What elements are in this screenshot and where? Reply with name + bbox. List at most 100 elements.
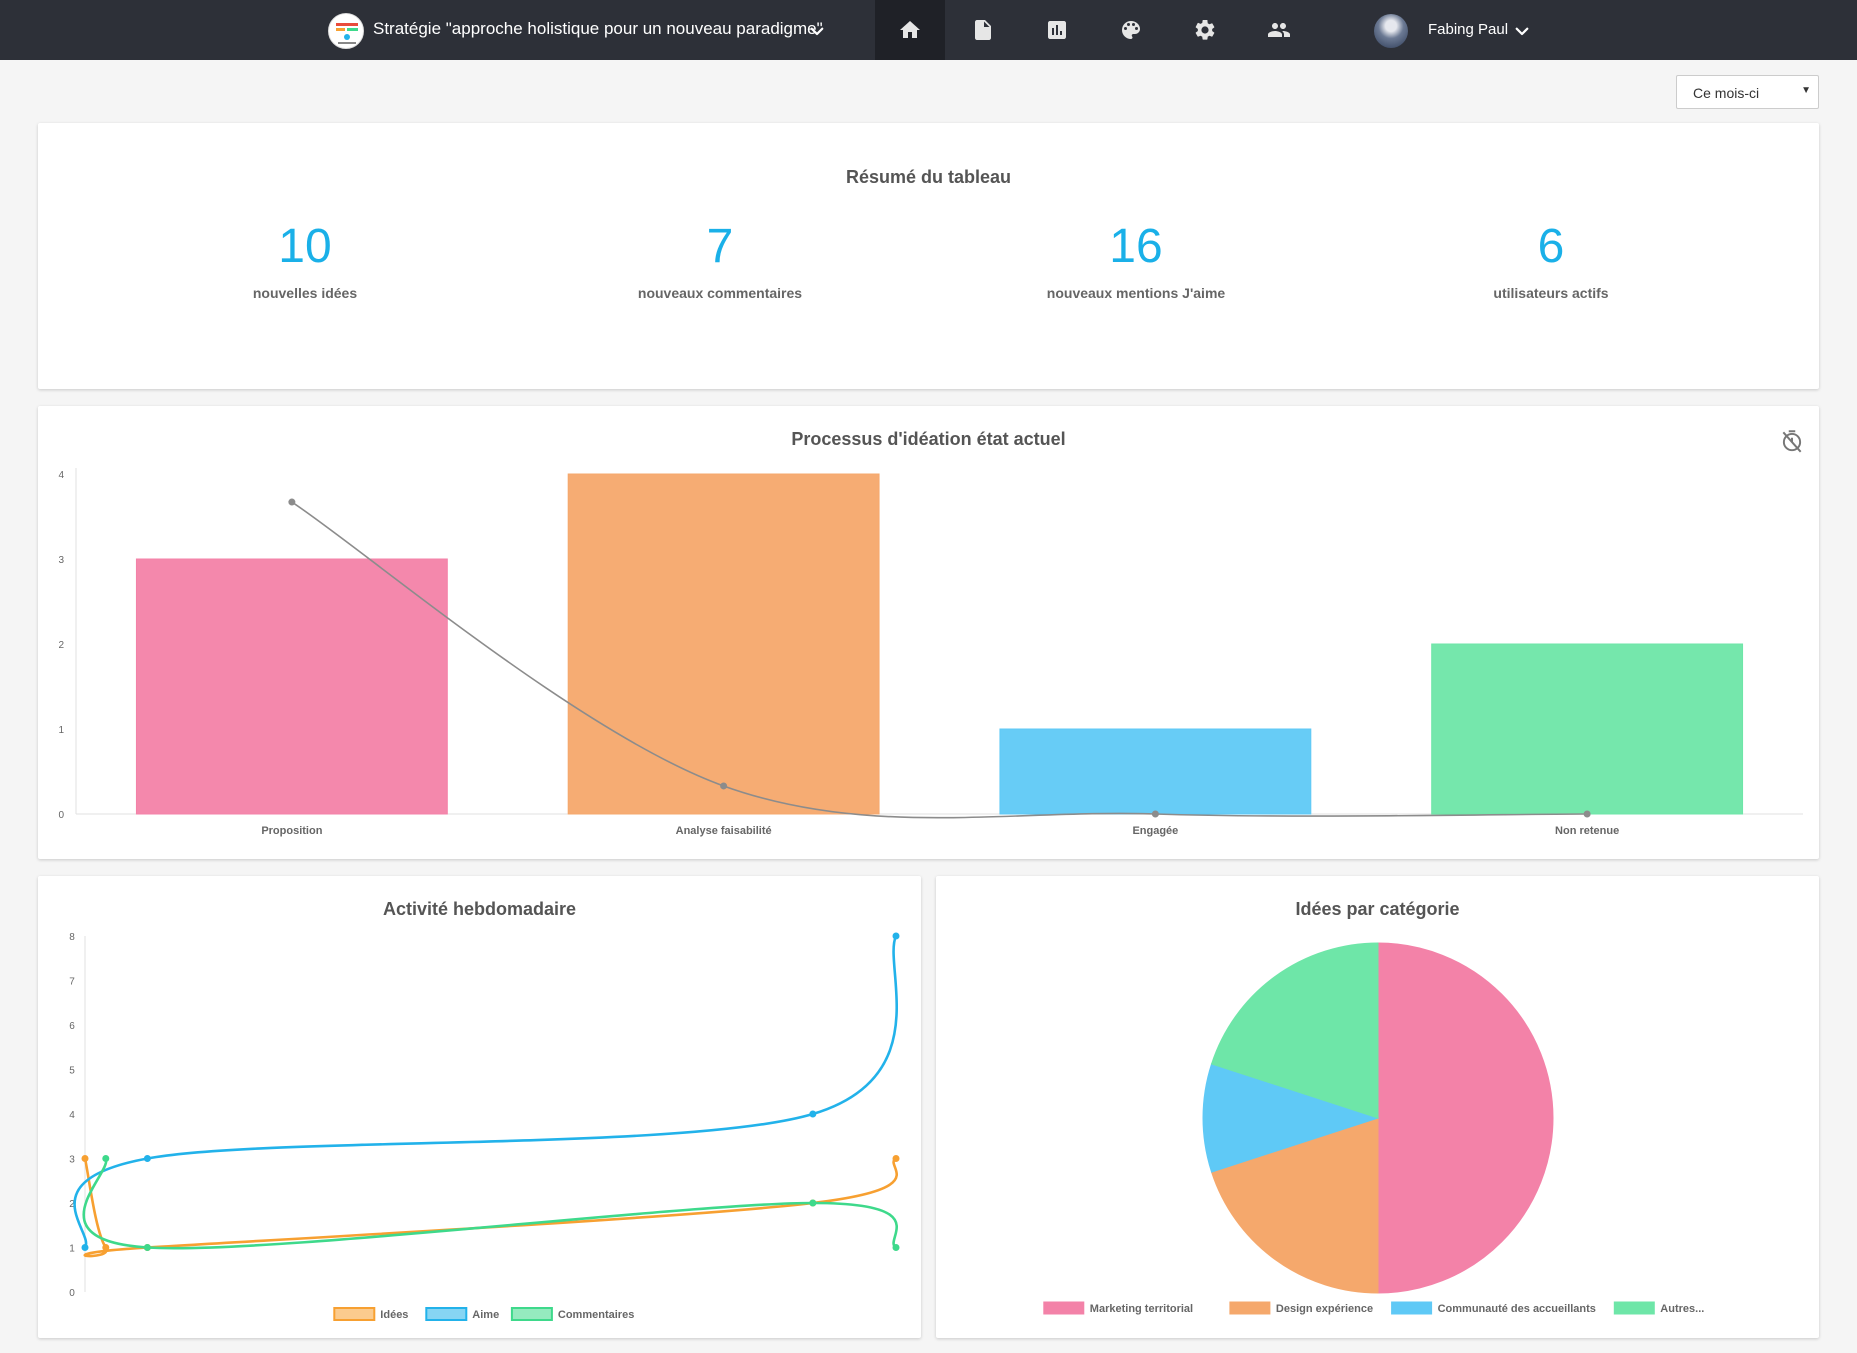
stat-label: nouveaux commentaires	[637, 285, 803, 301]
category-chart-card: Idées par catégorie Marketing territoria…	[936, 876, 1819, 1338]
pie-slice	[1210, 942, 1379, 1119]
series-point	[809, 1110, 817, 1118]
top-bar: Stratégie "approche holistique pour un n…	[0, 0, 1857, 60]
pie-slice	[1210, 1117, 1379, 1294]
bar	[999, 728, 1312, 815]
y-tick-label: 1	[58, 725, 64, 736]
document-icon	[975, 20, 991, 40]
avatar[interactable]	[1374, 14, 1408, 48]
series-point	[81, 1155, 89, 1162]
board-logo[interactable]	[328, 13, 364, 49]
home-icon	[900, 21, 920, 38]
stat-new-comments: 7 nouveaux commentaires	[570, 220, 870, 302]
nav-home[interactable]	[875, 0, 945, 60]
y-tick-label: 0	[69, 1288, 75, 1299]
y-tick-label: 4	[58, 470, 64, 481]
board-title[interactable]: Stratégie "approche holistique pour un n…	[373, 19, 823, 38]
process-bar-chart: 0 1 2 3 4 Proposition Analyse faisabilité Engag…	[58, 468, 1803, 837]
summary-title: Résumé du tableau	[845, 167, 1012, 187]
timer-off-icon[interactable]	[1779, 428, 1805, 454]
y-tick-label: 8	[69, 932, 75, 943]
legend-label: Marketing territorial	[1090, 1303, 1193, 1315]
series-point	[81, 1244, 89, 1251]
y-tick-label: 6	[69, 1021, 75, 1032]
y-tick-label: 3	[69, 1155, 75, 1166]
y-tick-label: 4	[69, 1110, 75, 1121]
series-line	[83, 1157, 898, 1258]
bar	[135, 558, 448, 815]
chevron-down-icon[interactable]	[1513, 22, 1531, 40]
y-tick-label: 2	[58, 640, 64, 651]
chevron-down-icon[interactable]	[808, 22, 826, 40]
y-tick-label: 0	[58, 810, 64, 821]
stat-value: 10	[278, 220, 332, 273]
category-pie-chart: Marketing territorial Design expérience Co…	[1043, 942, 1704, 1315]
stat-new-ideas: 10 nouvelles idées	[155, 220, 455, 302]
trend-point	[1583, 810, 1591, 818]
x-tick-label: Analyse faisabilité	[676, 825, 772, 837]
stat-label: nouvelles idées	[252, 285, 358, 301]
legend-swatch	[1043, 1301, 1085, 1315]
legend-swatch	[1613, 1301, 1655, 1315]
series-point	[102, 1244, 110, 1251]
legend-label: Design expérience	[1276, 1303, 1373, 1315]
pie-slice	[1202, 1063, 1380, 1173]
series-point	[892, 1155, 900, 1162]
series-point	[143, 1155, 151, 1162]
y-tick-label: 1	[69, 1244, 75, 1255]
x-tick-label: Engagée	[1132, 825, 1178, 837]
stat-value: 16	[1109, 220, 1163, 273]
users-icon	[1268, 23, 1290, 37]
legend-swatch	[425, 1307, 468, 1321]
series-line	[73, 935, 899, 1249]
nav-settings[interactable]	[1170, 0, 1240, 60]
y-tick-label: 2	[69, 1199, 75, 1210]
weekly-chart-card: Activité hebdomadaire 0 1 2 3 4 5 6 7 8 Idées Aime…	[38, 876, 921, 1338]
legend-label: Communauté des accueillants	[1438, 1303, 1596, 1315]
nav-documents[interactable]	[948, 0, 1018, 60]
legend-swatch	[333, 1307, 376, 1321]
bar	[1431, 643, 1744, 815]
legend-swatch	[1391, 1301, 1433, 1315]
series-point	[809, 1199, 817, 1207]
series-line	[82, 1157, 898, 1250]
stat-active-users: 6 utilisateurs actifs	[1401, 220, 1701, 302]
nav-theme[interactable]	[1096, 0, 1166, 60]
process-chart-card: Processus d'idéation état actuel 0 1 2 3 4 Pr…	[38, 406, 1819, 859]
caret-down-icon: ▼	[1801, 85, 1811, 96]
legend-label: Aime	[472, 1309, 499, 1321]
weekly-chart-title: Activité hebdomadaire	[382, 899, 577, 919]
period-select-value: Ce mois-ci	[1693, 85, 1760, 101]
summary-card: Résumé du tableau 10 nouvelles idées 7 n…	[38, 123, 1819, 389]
series-point	[892, 1244, 900, 1251]
palette-icon	[1122, 21, 1140, 39]
trend-line	[291, 501, 1588, 819]
x-tick-label: Proposition	[261, 825, 322, 837]
period-select[interactable]: Ce mois-ci ▼	[1676, 75, 1819, 109]
trend-point	[1151, 810, 1159, 818]
y-tick-label: 7	[69, 977, 75, 988]
trend-point	[720, 782, 728, 790]
stat-label: nouveaux mentions J'aime	[1046, 285, 1226, 301]
stat-label: utilisateurs actifs	[1493, 285, 1609, 301]
chart-icon	[1048, 21, 1066, 39]
series-point	[143, 1244, 151, 1251]
trend-point	[288, 498, 296, 506]
series-point	[102, 1155, 110, 1162]
stat-value: 6	[1537, 220, 1565, 273]
legend-label: Commentaires	[558, 1309, 634, 1321]
series-point	[892, 932, 900, 940]
legend-label: Idées	[380, 1309, 408, 1321]
y-tick-label: 3	[58, 555, 64, 566]
user-name[interactable]: Fabing Paul	[1428, 21, 1509, 38]
gear-icon	[1195, 19, 1215, 40]
legend-swatch	[1229, 1301, 1271, 1315]
stat-value: 7	[706, 220, 734, 273]
weekly-line-chart: 0 1 2 3 4 5 6 7 8 Idées Aime Commentaires	[69, 932, 900, 1321]
bar	[567, 473, 880, 815]
process-chart-title: Processus d'idéation état actuel	[791, 429, 1066, 449]
stat-new-likes: 16 nouveaux mentions J'aime	[986, 220, 1286, 302]
nav-users[interactable]	[1244, 0, 1314, 60]
nav-analytics[interactable]	[1022, 0, 1092, 60]
pie-slice	[1377, 942, 1554, 1294]
